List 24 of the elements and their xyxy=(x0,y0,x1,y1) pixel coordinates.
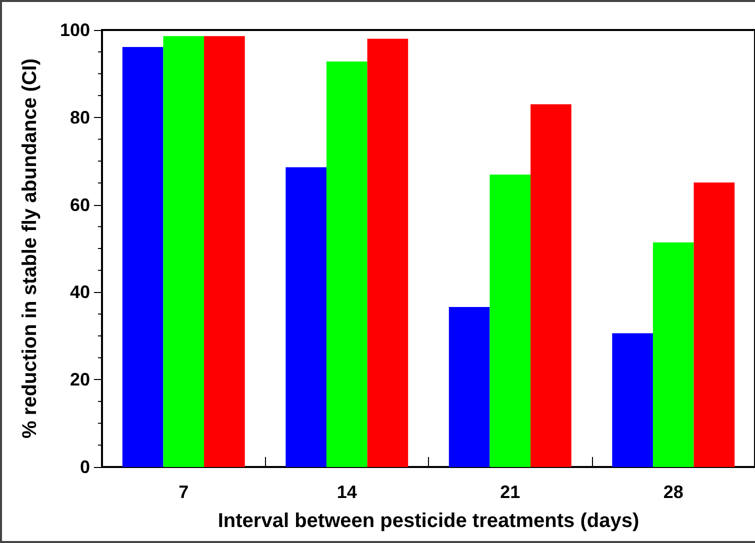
x-tick-label: 14 xyxy=(336,482,357,502)
bar xyxy=(204,36,245,467)
bar xyxy=(122,47,164,467)
y-tick-label: 20 xyxy=(70,370,90,390)
y-tick-label: 80 xyxy=(70,107,90,128)
bar xyxy=(163,36,204,467)
x-tick-label: 28 xyxy=(663,482,684,502)
bar xyxy=(612,333,653,467)
bar xyxy=(694,182,735,467)
x-tick-label: 21 xyxy=(500,482,520,502)
bar xyxy=(286,167,326,467)
bar xyxy=(367,38,408,467)
y-tick-label: 100 xyxy=(60,20,90,40)
y-axis-title: % reduction in stable fly abundance (CI) xyxy=(19,58,41,439)
bar xyxy=(448,307,490,467)
y-tick-label: 40 xyxy=(70,282,90,302)
x-tick-label: 7 xyxy=(178,482,189,502)
bar xyxy=(652,242,694,467)
x-axis-title: Interval between pesticide treatments (days) xyxy=(218,510,640,532)
bar xyxy=(326,61,368,467)
bar xyxy=(490,174,531,467)
y-tick-label: 60 xyxy=(70,194,90,215)
y-tick-label: 0 xyxy=(80,457,90,477)
bar xyxy=(530,104,572,467)
